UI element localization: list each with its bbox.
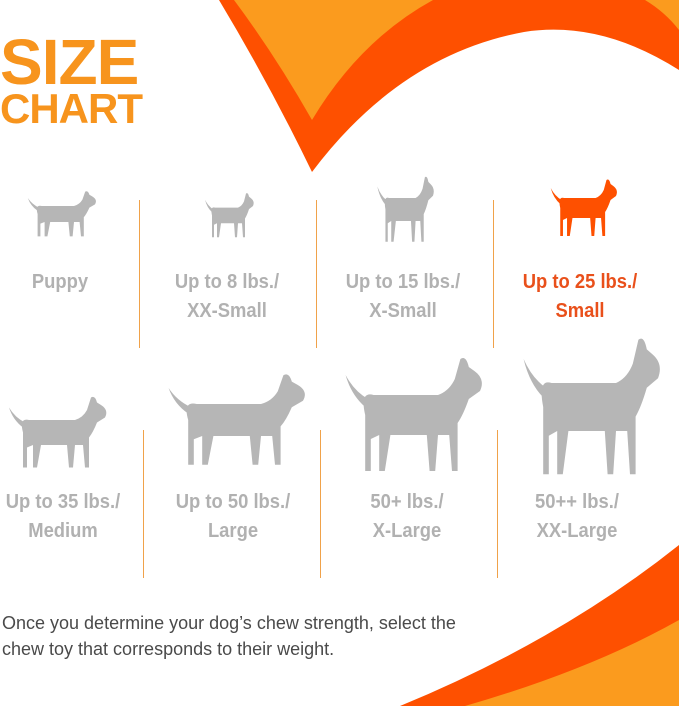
large-dog-icon: [168, 374, 305, 465]
top-right-light-corner: [645, 0, 679, 30]
size-label-medium: Up to 35 lbs./ Medium: [0, 488, 155, 546]
divider: [143, 430, 144, 578]
x-large-dog-icon: [345, 358, 482, 471]
top-light-swoosh: [234, 0, 433, 120]
label-line1: Puppy: [31, 271, 89, 293]
label-line2: X-Small: [369, 300, 437, 322]
label-line2: Large: [207, 520, 259, 542]
title-chart: CHART: [0, 85, 143, 132]
x-small-dog-icon: [377, 176, 434, 242]
divider: [497, 430, 498, 578]
xx-large-dog-icon: [523, 338, 660, 475]
divider: [320, 430, 321, 578]
title-size: SIZE: [0, 26, 139, 98]
size-label-xx-small: Up to 8 lbs./ XX-Small: [135, 268, 319, 326]
size-label-x-large: 50+ lbs./ X-Large: [315, 488, 499, 546]
size-label-puppy: Puppy: [0, 268, 152, 297]
label-line1: Up to 8 lbs./: [174, 271, 280, 293]
divider: [139, 200, 140, 348]
label-line1: Up to 25 lbs./: [522, 271, 638, 293]
label-line2: X-Large: [372, 520, 442, 542]
label-line2: Medium: [28, 520, 98, 542]
small-dog-icon: [550, 179, 617, 236]
label-line1: 50++ lbs./: [535, 491, 619, 513]
size-label-x-small: Up to 15 lbs./ X-Small: [311, 268, 495, 326]
puppy-dog-icon: [27, 191, 96, 237]
label-line1: Up to 15 lbs./: [345, 271, 461, 293]
divider: [493, 200, 494, 348]
size-label-xx-large: 50++ lbs./ XX-Large: [485, 488, 669, 546]
xx-small-dog-icon: [205, 193, 254, 238]
label-line1: Up to 35 lbs./: [5, 491, 121, 513]
size-label-small: Up to 25 lbs./ Small: [488, 268, 672, 326]
label-line2: Small: [555, 300, 605, 322]
label-line2: XX-Small: [187, 300, 267, 322]
medium-dog-icon: [9, 396, 107, 468]
bottom-light-swoosh: [465, 620, 679, 706]
label-line1: Up to 50 lbs./: [175, 491, 291, 513]
label-line1: 50+ lbs./: [370, 491, 444, 513]
divider: [316, 200, 317, 348]
footer-instructions: Once you determine your dog’s chew stren…: [2, 613, 456, 659]
label-line2: XX-Large: [536, 520, 618, 542]
size-label-large: Up to 50 lbs./ Large: [141, 488, 325, 546]
